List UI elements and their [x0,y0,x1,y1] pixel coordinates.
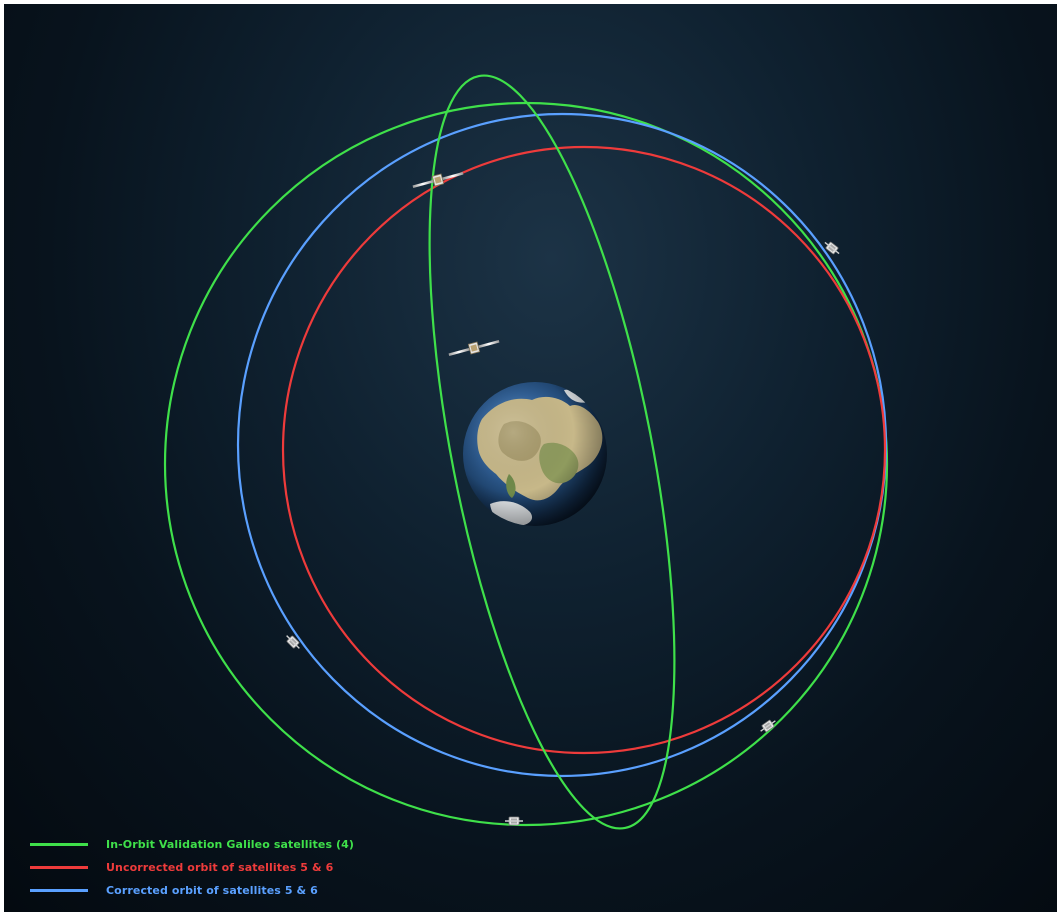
satellite-icon [411,167,465,193]
earth-icon [463,382,607,526]
legend-swatch-uncorrected [30,866,88,869]
legend-label-corrected: Corrected orbit of satellites 5 & 6 [106,884,318,897]
legend-item-iov: In-Orbit Validation Galileo satellites (… [30,833,450,856]
legend: In-Orbit Validation Galileo satellites (… [30,833,450,903]
uncorrected-orbit [281,145,887,755]
diagram-frame: In-Orbit Validation Galileo satellites (… [4,4,1057,912]
legend-item-corrected: Corrected orbit of satellites 5 & 6 [30,879,450,902]
legend-label-uncorrected: Uncorrected orbit of satellites 5 & 6 [106,861,334,874]
orbit-diagram [163,74,889,830]
satellite-icon [283,632,303,652]
satellite-icon [447,335,501,361]
legend-swatch-corrected [30,889,88,892]
iov-orbit-inclined [428,74,676,830]
legend-label-iov: In-Orbit Validation Galileo satellites (… [106,838,355,851]
satellite-icon [821,238,843,258]
legend-swatch-iov [30,843,88,846]
legend-item-uncorrected: Uncorrected orbit of satellites 5 & 6 [30,856,450,879]
